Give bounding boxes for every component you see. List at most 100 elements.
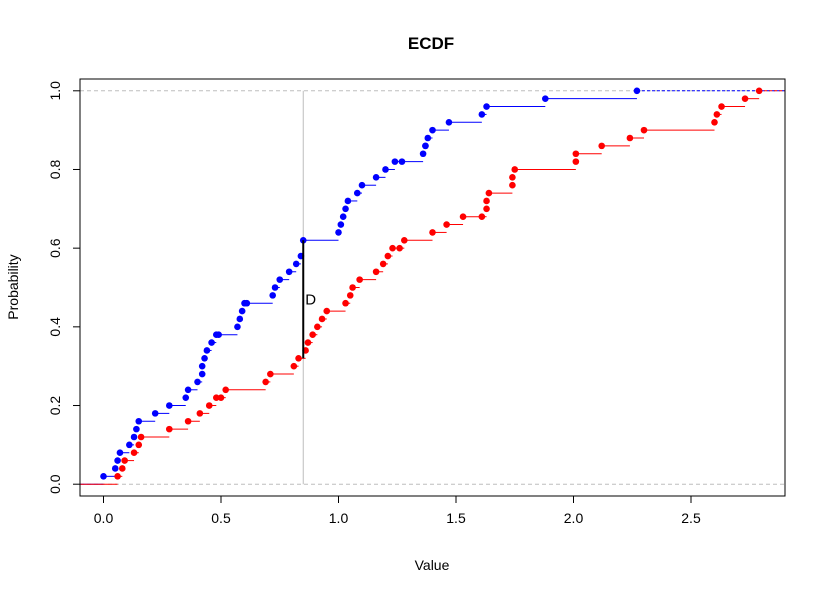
data-point [236,315,244,323]
data-point [151,410,159,417]
data-point [483,103,490,110]
data-point [184,386,192,394]
data-point [391,158,399,165]
data-point [198,362,206,370]
data-point [718,103,725,110]
data-point [755,87,763,95]
data-point [598,142,605,150]
data-point [262,378,269,386]
data-point [217,394,225,401]
data-point [459,213,467,220]
data-point [483,197,490,205]
data-point [337,221,345,228]
y-axis-label: Probability [5,254,21,319]
x-tick-label: 1.5 [446,510,466,526]
chart-title: ECDF [408,34,454,53]
data-point [318,315,326,323]
data-point [182,394,190,401]
data-point [215,331,222,339]
data-point [342,299,349,307]
data-point [396,244,403,252]
series-1 [80,87,785,485]
data-point [119,465,126,472]
data-point [130,433,138,441]
data-point [485,189,493,197]
data-point [208,339,215,346]
data-point [295,355,302,362]
y-tick-label: 0.6 [47,238,63,258]
data-point [483,205,490,213]
data-point [384,252,392,260]
data-point [335,229,342,236]
data-point [354,189,361,197]
data-point [271,284,279,291]
data-point [205,402,213,409]
data-point [198,370,206,378]
data-point [135,441,143,449]
x-axis-label: Value [415,557,450,573]
data-point [372,268,380,276]
x-tick-label: 2.5 [681,510,701,526]
data-point [194,378,201,386]
data-point [238,307,246,315]
data-point [292,260,300,268]
data-point [478,213,486,220]
y-tick-label: 0.2 [47,396,63,416]
data-point [130,449,138,457]
data-point [290,362,298,370]
data-point [121,457,128,464]
data-point [511,166,519,173]
data-point [285,268,293,276]
data-point [542,95,549,102]
data-point [116,449,124,457]
data-point [137,433,145,441]
data-point [111,465,119,472]
data-point [356,276,363,283]
data-point [234,323,241,331]
data-point [222,386,229,394]
data-point [196,410,204,417]
data-point [445,118,453,126]
data-point [419,150,427,158]
data-point [424,134,432,142]
data-point [269,292,277,299]
data-point [509,181,516,189]
data-point [382,166,389,173]
data-point [478,111,486,118]
y-tick-label: 0.8 [47,160,63,180]
plot-frame [79,78,786,497]
data-point [213,394,220,401]
data-point [344,197,352,205]
y-tick-label: 0.0 [47,474,63,494]
data-point [243,299,251,307]
data-point [339,213,347,220]
y-tick-label: 0.4 [47,317,63,337]
data-point [349,284,356,291]
data-point [422,142,429,150]
data-point [203,347,211,354]
data-point [314,323,321,331]
data-point [509,174,516,181]
data-point [640,126,648,134]
y-tick-label: 1.0 [47,81,63,101]
data-point [135,417,143,425]
x-tick-label: 0.5 [211,510,231,526]
data-point [133,425,140,433]
data-point [114,457,121,464]
data-point [633,87,641,95]
data-point [711,118,718,126]
data-point [346,292,354,299]
data-point [429,229,436,236]
data-point [100,473,107,480]
data-point [114,473,121,480]
data-point [443,221,450,228]
data-point [429,126,436,134]
data-point [166,402,173,409]
data-point [126,441,133,449]
data-point [342,205,349,213]
data-point [572,150,580,158]
data-point [166,425,173,433]
data-point [276,276,284,283]
axes: 0.0 0.5 1.0 1.5 2.0 2.5 0.0 0.2 0.4 0.6 0.8 1.0 [47,81,701,526]
x-tick-label: 0.0 [94,510,114,526]
